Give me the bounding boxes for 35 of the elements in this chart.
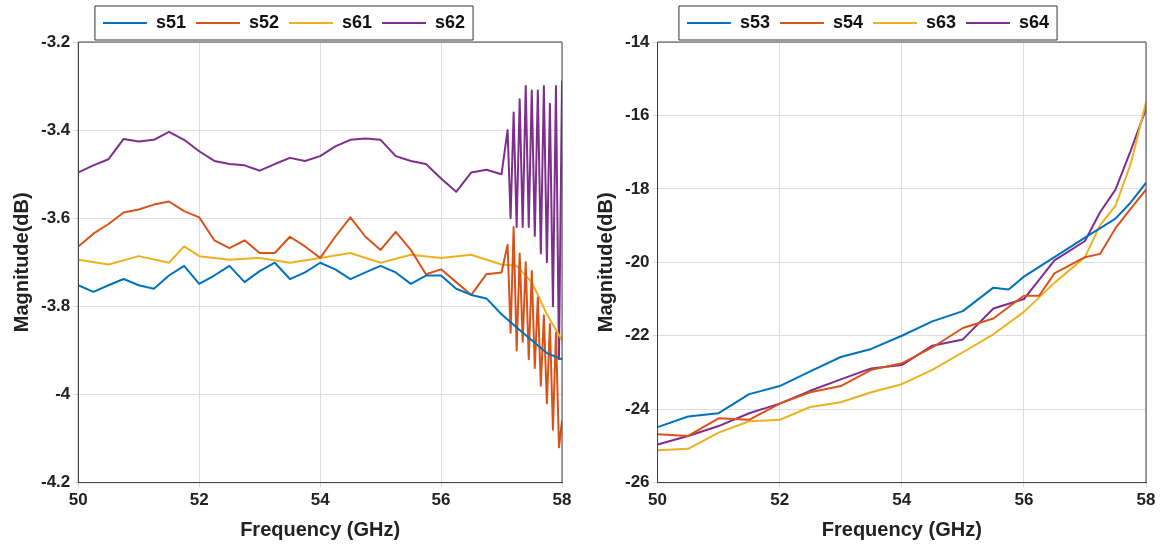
x-tick-label: 54	[310, 490, 331, 510]
y-axis-title: Magnitude(dB)	[593, 192, 616, 333]
y-tick-label: -18	[624, 178, 650, 198]
x-tick-label: 52	[770, 490, 790, 510]
y-tick-label: -14	[624, 31, 651, 51]
y-tick-label: -3.2	[41, 31, 71, 51]
legend-label: s61	[342, 11, 373, 32]
x-tick-label: 58	[1136, 490, 1156, 510]
legend-label: s54	[832, 11, 864, 32]
y-tick-label: -4.2	[41, 472, 71, 492]
y-axis-title: Magnitude(dB)	[9, 192, 32, 333]
x-tick-label: 56	[431, 490, 451, 510]
y-tick-label: -22	[624, 325, 650, 345]
y-tick-label: -4	[55, 384, 71, 404]
y-tick-label: -3.4	[41, 119, 71, 139]
x-tick-label: 50	[68, 490, 88, 510]
y-tick-label: -3.8	[41, 296, 71, 316]
y-tick-label: -26	[624, 472, 650, 492]
x-tick-label: 58	[552, 490, 572, 510]
x-tick-label: 54	[892, 490, 912, 510]
x-tick-label: 52	[189, 490, 209, 510]
legend-label: s62	[435, 11, 466, 32]
legend-label: s52	[248, 11, 280, 32]
legend-label: s64	[1019, 11, 1050, 32]
y-tick-label: -16	[624, 105, 650, 125]
x-tick-label: 50	[648, 490, 668, 510]
y-tick-label: -3.6	[41, 207, 71, 227]
x-axis-title: Frequency (GHz)	[821, 517, 982, 540]
legend-label: s53	[739, 11, 770, 32]
legend-label: s63	[926, 11, 957, 32]
legend-label: s51	[155, 11, 186, 32]
y-tick-label: -20	[624, 251, 650, 271]
x-tick-label: 56	[1014, 490, 1034, 510]
y-tick-label: -24	[624, 398, 651, 418]
x-axis-title: Frequency (GHz)	[240, 517, 401, 540]
